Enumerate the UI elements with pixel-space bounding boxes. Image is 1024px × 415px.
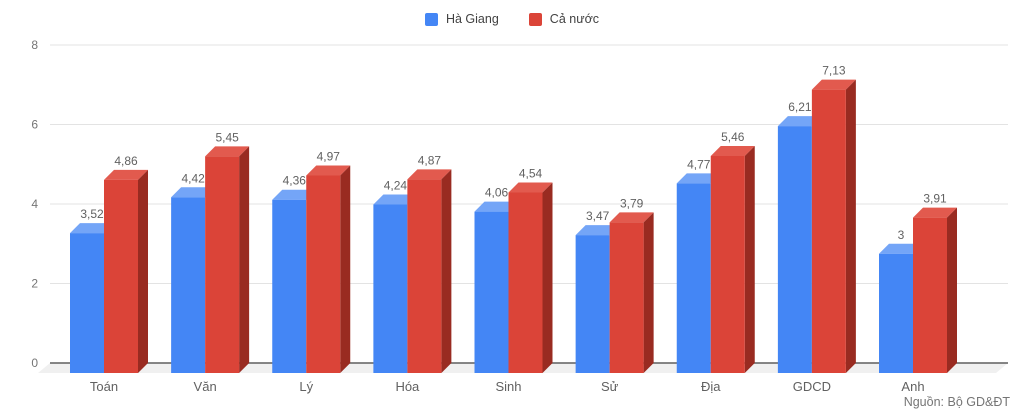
bar-side-ca-nuoc[interactable] (138, 169, 148, 373)
bar-top-ha-giang[interactable] (70, 223, 114, 234)
bar-top-ha-giang[interactable] (676, 173, 721, 184)
bar-top-ha-giang[interactable] (373, 194, 418, 205)
bar-top-ca-nuoc[interactable] (913, 207, 957, 218)
bar-ca-nuoc[interactable] (913, 217, 947, 373)
value-label-ca-nuoc: 5,45 (215, 130, 239, 144)
y-tick-label: 6 (31, 118, 38, 132)
bar-ha-giang[interactable] (676, 183, 711, 373)
legend-item-ca-nuoc[interactable]: Cả nước (528, 12, 600, 26)
bar-side-ca-nuoc[interactable] (239, 146, 250, 373)
bar-top-ca-nuoc[interactable] (407, 169, 452, 180)
value-label-ha-giang: 3,52 (80, 207, 104, 221)
legend-label-ca-nuoc: Cả nước (549, 12, 600, 26)
value-label-ca-nuoc: 4,97 (317, 149, 341, 163)
bar-ca-nuoc[interactable] (609, 222, 644, 373)
source-note: Nguồn: Bộ GD&ĐT (903, 395, 1010, 409)
bar-top-ca-nuoc[interactable] (508, 182, 553, 193)
bar-group-Toán[interactable] (70, 169, 148, 373)
bar-ha-giang[interactable] (373, 204, 408, 373)
legend-item-ha-giang[interactable]: Hà Giang (424, 12, 499, 26)
bar-ha-giang[interactable] (474, 211, 509, 373)
value-label-ca-nuoc: 4,87 (418, 153, 442, 167)
bar-ca-nuoc[interactable] (710, 155, 745, 373)
bar-ca-nuoc[interactable] (205, 156, 240, 373)
bar-top-ha-giang[interactable] (777, 116, 822, 127)
category-label: Địa (701, 379, 721, 394)
value-label-ha-giang: 6,21 (788, 100, 812, 114)
bar-group-Sinh[interactable] (474, 182, 553, 373)
bar-group-Lý[interactable] (272, 165, 351, 373)
y-tick-label: 2 (31, 277, 38, 291)
bar-side-ca-nuoc[interactable] (947, 207, 957, 373)
value-label-ca-nuoc: 3,91 (923, 192, 947, 206)
category-label: Lý (299, 379, 313, 394)
bar-top-ca-nuoc[interactable] (205, 146, 250, 157)
bar-top-ha-giang[interactable] (272, 189, 317, 200)
bar-top-ca-nuoc[interactable] (811, 79, 856, 90)
bar-side-ca-nuoc[interactable] (542, 182, 553, 373)
bar-group-Văn[interactable] (171, 146, 250, 373)
value-label-ha-giang: 4,06 (485, 186, 509, 200)
value-label-ca-nuoc: 4,54 (519, 167, 543, 181)
value-label-ca-nuoc: 4,86 (114, 154, 138, 168)
bar-ha-giang[interactable] (70, 233, 104, 373)
legend-swatch-ca-nuoc (528, 12, 542, 26)
category-label: Sinh (495, 379, 521, 394)
bar-ca-nuoc[interactable] (104, 179, 138, 373)
bar-ha-giang[interactable] (879, 253, 913, 373)
legend-swatch-ha-giang (424, 12, 438, 26)
bar-top-ca-nuoc[interactable] (306, 165, 351, 176)
bar-ha-giang[interactable] (171, 197, 206, 373)
value-label-ca-nuoc: 5,46 (721, 130, 745, 144)
category-label: GDCD (793, 379, 831, 394)
bar-group-Anh[interactable] (879, 207, 957, 373)
bar-group-Địa[interactable] (676, 145, 755, 373)
bar-group-Hóa[interactable] (373, 169, 452, 373)
bar-group-GDCD[interactable] (777, 79, 856, 374)
y-tick-label: 0 (31, 356, 38, 370)
value-label-ha-giang: 3,47 (586, 209, 610, 223)
value-label-ha-giang: 3 (898, 228, 905, 242)
category-label: Hóa (395, 379, 420, 394)
value-label-ha-giang: 4,24 (384, 178, 408, 192)
bar-top-ca-nuoc[interactable] (609, 212, 654, 223)
bar-ha-giang[interactable] (777, 126, 812, 373)
bar-top-ca-nuoc[interactable] (104, 169, 148, 180)
bar-ha-giang[interactable] (272, 199, 307, 373)
bar-ca-nuoc[interactable] (407, 179, 442, 373)
value-label-ha-giang: 4,42 (181, 171, 205, 185)
bar-group-Sử[interactable] (575, 212, 654, 373)
category-label: Văn (194, 379, 217, 394)
bar-ca-nuoc[interactable] (306, 175, 341, 373)
bar-side-ca-nuoc[interactable] (744, 145, 755, 373)
bar-side-ca-nuoc[interactable] (643, 212, 654, 373)
bar-side-ca-nuoc[interactable] (340, 165, 351, 373)
value-label-ha-giang: 4,77 (687, 157, 711, 171)
bar-top-ha-giang[interactable] (474, 201, 519, 212)
y-tick-label: 8 (31, 38, 38, 52)
bar-top-ca-nuoc[interactable] (710, 145, 755, 156)
bar-top-ha-giang[interactable] (879, 243, 923, 254)
value-label-ca-nuoc: 3,79 (620, 196, 644, 210)
bar-side-ca-nuoc[interactable] (441, 169, 452, 373)
category-label: Toán (90, 379, 118, 394)
bar-ca-nuoc[interactable] (508, 192, 543, 373)
legend-label-ha-giang: Hà Giang (445, 12, 499, 26)
value-label-ca-nuoc: 7,13 (822, 64, 846, 78)
category-label: Anh (901, 379, 924, 394)
bar-top-ha-giang[interactable] (171, 187, 216, 198)
value-label-ha-giang: 4,36 (283, 174, 307, 188)
bar-side-ca-nuoc[interactable] (845, 79, 856, 374)
category-label: Sử (601, 379, 619, 394)
bar-ca-nuoc[interactable] (811, 89, 846, 374)
legend: Hà Giang Cả nước (0, 12, 1024, 26)
bar-top-ha-giang[interactable] (575, 225, 620, 236)
bar-ha-giang[interactable] (575, 235, 610, 373)
y-tick-label: 4 (31, 197, 38, 211)
